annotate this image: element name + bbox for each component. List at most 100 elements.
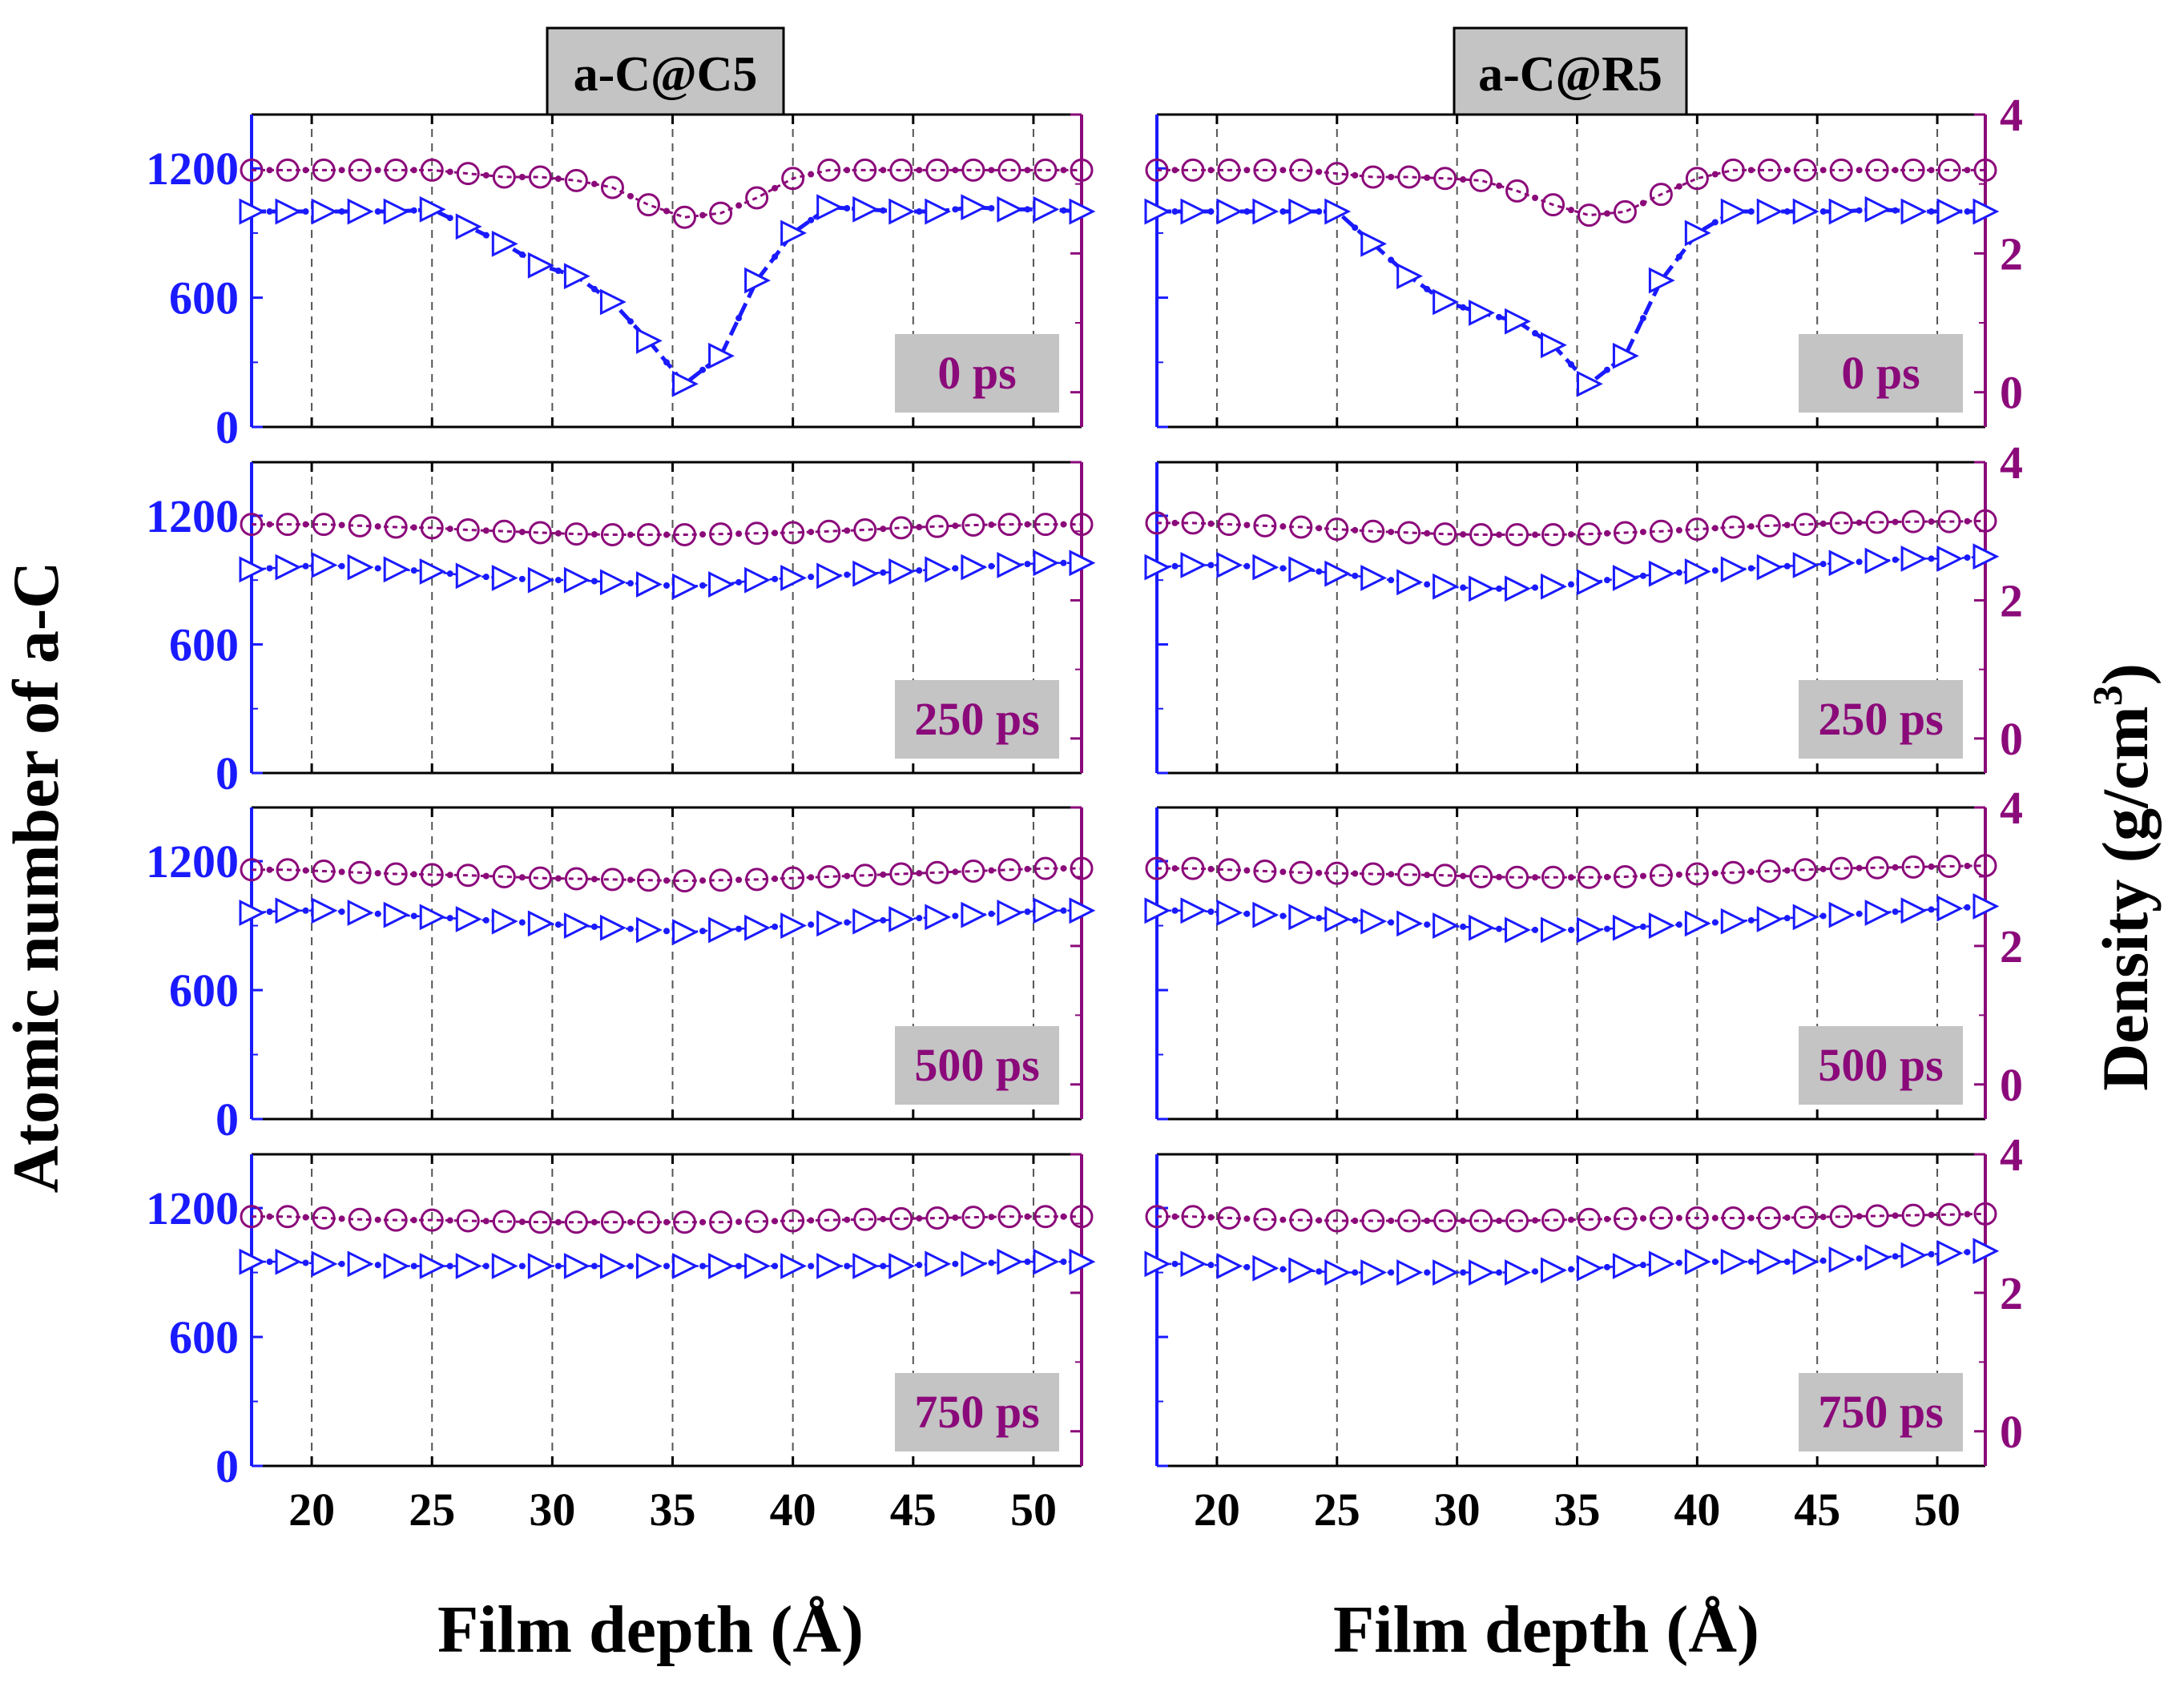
density-connector-dot	[338, 521, 345, 529]
density-connector-dot	[627, 876, 634, 884]
density-connector-dot	[554, 1218, 562, 1226]
density-point	[709, 1210, 733, 1234]
atoms-connector-dot	[1388, 919, 1395, 926]
atoms-connector-dot	[1928, 906, 1935, 913]
density-point	[961, 860, 985, 884]
density-connector-dot	[663, 531, 670, 538]
atoms-connector-dot	[1496, 313, 1503, 320]
density-point	[1433, 522, 1457, 546]
density-connector-dot	[880, 525, 887, 533]
atoms-connector-dot	[1711, 567, 1719, 574]
density-point	[1721, 158, 1745, 182]
left-y-tick-label: 1200	[146, 143, 239, 195]
density-connector-dot	[952, 1214, 959, 1222]
density-connector-dot	[302, 867, 309, 874]
density-connector-dot	[410, 167, 417, 174]
density-point	[1793, 858, 1817, 882]
atoms-connector-dot	[374, 208, 381, 215]
atoms-point	[1396, 569, 1424, 596]
atoms-connector-dot	[590, 285, 598, 292]
density-point	[1685, 1206, 1709, 1230]
density-connector-dot	[1892, 167, 1899, 174]
atoms-connector-dot	[1711, 1258, 1719, 1266]
density-point	[1937, 854, 1961, 878]
atoms-connector-dot	[1243, 208, 1251, 215]
time-label: 500 ps	[914, 1039, 1039, 1091]
atoms-connector-dot	[1783, 562, 1791, 570]
density-connector-dot	[1496, 531, 1503, 538]
atoms-connector-dot	[410, 1262, 417, 1270]
atoms-point	[1180, 552, 1207, 578]
atoms-connector-dot	[627, 1262, 634, 1270]
density-point	[745, 186, 769, 210]
density-point	[492, 519, 516, 543]
density-point	[1289, 515, 1313, 539]
right-y-tick-label: 2	[2000, 920, 2023, 972]
density-connector-dot	[1568, 874, 1574, 881]
atoms-connector-dot	[627, 925, 634, 932]
atoms-connector-dot	[1316, 568, 1323, 575]
atoms-connector-dot	[302, 907, 309, 914]
atoms-connector-dot	[266, 208, 273, 215]
time-label-box	[895, 680, 1059, 759]
atoms-point	[961, 1250, 988, 1278]
atoms-point	[1792, 904, 1819, 931]
atoms-point	[780, 565, 808, 591]
density-connector-dot	[1207, 865, 1215, 872]
atoms-connector-dot	[916, 567, 923, 574]
time-label: 750 ps	[1818, 1386, 1943, 1438]
density-connector-dot	[772, 184, 779, 191]
density-connector-dot	[1496, 182, 1503, 189]
atoms-connector-dot	[1675, 253, 1682, 260]
atoms-point	[1541, 332, 1567, 359]
density-point	[745, 1210, 769, 1234]
density-point	[709, 522, 733, 546]
density-point	[1070, 856, 1094, 880]
density-point	[1145, 1205, 1169, 1229]
density-connector-dot	[1243, 167, 1251, 174]
density-point	[636, 193, 660, 217]
density-connector-dot	[338, 167, 345, 174]
atoms-connector-dot	[808, 1262, 815, 1270]
density-point	[240, 513, 264, 537]
density-connector-dot	[1711, 171, 1719, 178]
density-point	[889, 862, 913, 886]
atoms-connector-dot	[844, 919, 851, 926]
atoms-point	[1828, 198, 1856, 225]
atoms-point	[599, 569, 627, 596]
atoms-point	[275, 198, 302, 225]
density-point	[1034, 513, 1058, 537]
atoms-connector-dot	[1603, 577, 1610, 584]
atoms-connector-dot	[1892, 207, 1899, 214]
atoms-connector-dot	[808, 574, 815, 581]
atoms-point	[1216, 1253, 1243, 1279]
density-point	[1541, 523, 1565, 547]
atoms-connector-dot	[1388, 577, 1395, 584]
atoms-point	[1541, 916, 1567, 944]
atoms-connector-dot	[1747, 208, 1755, 215]
density-connector-dot	[1964, 517, 1971, 525]
atoms-point	[527, 566, 554, 594]
right-y-axis-label: Density (g/cm3)	[2085, 663, 2162, 1091]
density-connector-dot	[844, 527, 851, 534]
density-connector-dot	[1279, 167, 1287, 174]
atoms-connector-dot	[1856, 558, 1863, 566]
atoms-connector-dot	[1603, 925, 1610, 932]
atoms-connector-dot	[1639, 572, 1646, 579]
density-connector-dot	[1639, 529, 1646, 536]
density-point	[1577, 1207, 1601, 1231]
density-point	[1217, 1206, 1241, 1230]
density-connector-dot	[1424, 174, 1431, 181]
density-point	[817, 519, 841, 543]
density-point	[1505, 1209, 1529, 1233]
density-connector-dot	[1388, 871, 1395, 878]
atoms-point	[1324, 1259, 1352, 1286]
density-point	[925, 860, 949, 884]
density-point	[673, 205, 697, 229]
column-left: a-C@C5 0 600 1200 0 ps 0 600 1200 250 ps 0 600 1200…	[146, 26, 1096, 1536]
density-series-line	[252, 168, 1082, 219]
density-connector-dot	[663, 1218, 670, 1226]
atoms-connector-dot	[1675, 569, 1682, 576]
density-connector-dot	[988, 521, 995, 529]
atoms-point	[852, 195, 880, 223]
